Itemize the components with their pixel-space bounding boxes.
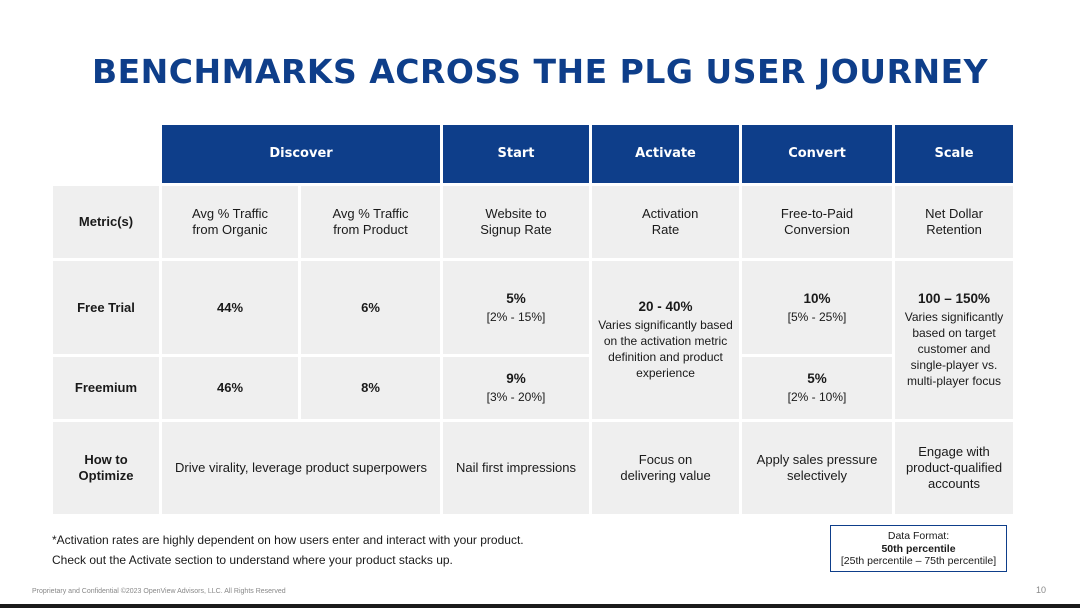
- metric-ndr: Net Dollar Retention: [895, 186, 1014, 258]
- data-format-legend: Data Format: 50th percentile [25th perce…: [830, 525, 1007, 572]
- metric-signup: Website to Signup Rate: [443, 186, 590, 258]
- trial-conversion-cell: 10% [5% - 25%]: [742, 261, 893, 354]
- ndr-note: Varies significantly based on target cus…: [904, 310, 1004, 388]
- optimize-convert: Apply sales pressure selectively: [742, 422, 893, 514]
- footnote-activation: *Activation rates are highly dependent o…: [52, 533, 524, 547]
- slide-title: BENCHMARKS ACROSS THE PLG USER JOURNEY: [91, 52, 989, 91]
- metric-row: Metric(s) Avg % Traffic from Organic Avg…: [53, 186, 1014, 258]
- optimize-scale: Engage with product-qualified accounts: [895, 422, 1014, 514]
- free-trial-row: Free Trial 44% 6% 5% [2% - 15%] 20 - 40%…: [53, 261, 1014, 419]
- footnote-activate-section: Check out the Activate section to unders…: [52, 553, 453, 567]
- trial-organic-value: 44%: [162, 261, 298, 354]
- metric-organic: Avg % Traffic from Organic: [162, 186, 298, 258]
- activation-shared-cell: 20 - 40% Varies significantly based on t…: [592, 261, 740, 419]
- row-label-freemium: Freemium: [53, 357, 159, 419]
- page-number: 10: [1036, 585, 1047, 595]
- optimize-activate: Focus on delivering value: [592, 422, 740, 514]
- trial-conversion-value: 10%: [803, 290, 831, 306]
- optimize-discover: Drive virality, leverage product superpo…: [162, 422, 441, 514]
- metric-product: Avg % Traffic from Product: [301, 186, 441, 258]
- header-discover: Discover: [162, 125, 441, 183]
- freemium-conversion-range: [2% - 10%]: [787, 390, 847, 404]
- trial-signup-cell: 5% [2% - 15%]: [443, 261, 590, 354]
- freemium-signup-range: [3% - 20%]: [486, 390, 546, 404]
- freemium-organic-value: 46%: [162, 357, 298, 419]
- header-corner: [53, 125, 159, 183]
- freemium-signup-value: 9%: [506, 371, 526, 386]
- row-label-metric: Metric(s): [53, 186, 159, 258]
- activation-note: Varies significantly based on the activa…: [598, 318, 733, 380]
- legend-range: [25th percentile – 75th percentile]: [840, 555, 997, 567]
- header-scale: Scale: [895, 125, 1014, 183]
- metric-activation: Activation Rate: [592, 186, 740, 258]
- header-convert: Convert: [742, 125, 893, 183]
- optimize-row: How to Optimize Drive virality, leverage…: [53, 422, 1014, 514]
- trial-signup-value: 5%: [506, 290, 526, 306]
- header-row: Discover Start Activate Convert Scale: [53, 125, 1014, 183]
- legend-median: 50th percentile: [881, 542, 956, 555]
- trial-product-value: 6%: [301, 261, 441, 354]
- optimize-start: Nail first impressions: [443, 422, 590, 514]
- freemium-conversion-value: 5%: [807, 371, 827, 386]
- freemium-product-value: 8%: [301, 357, 441, 419]
- freemium-signup-cell: 9% [3% - 20%]: [443, 357, 590, 419]
- legend-title: Data Format:: [887, 530, 950, 542]
- copyright-notice: Proprietary and Confidential ©2023 OpenV…: [32, 588, 286, 595]
- benchmarks-table: Discover Start Activate Convert Scale Me…: [50, 122, 1016, 517]
- header-activate: Activate: [592, 125, 740, 183]
- freemium-conversion-cell: 5% [2% - 10%]: [742, 357, 893, 419]
- footnotes: *Activation rates are highly dependent o…: [52, 530, 524, 570]
- metric-conversion: Free-to-Paid Conversion: [742, 186, 893, 258]
- trial-conversion-range: [5% - 25%]: [787, 309, 847, 324]
- row-label-free-trial: Free Trial: [53, 261, 159, 354]
- trial-signup-range: [2% - 15%]: [486, 309, 546, 324]
- header-start: Start: [443, 125, 590, 183]
- activation-value: 20 - 40%: [638, 299, 693, 314]
- row-label-optimize: How to Optimize: [53, 422, 159, 514]
- ndr-value: 100 – 150%: [917, 291, 991, 306]
- freemium-row: Freemium 46% 8% 9% [3% - 20%] 5% [2% - 1…: [53, 357, 1013, 419]
- footer-divider: [0, 604, 1080, 608]
- ndr-shared-cell: 100 – 150% Varies significantly based on…: [895, 261, 1014, 419]
